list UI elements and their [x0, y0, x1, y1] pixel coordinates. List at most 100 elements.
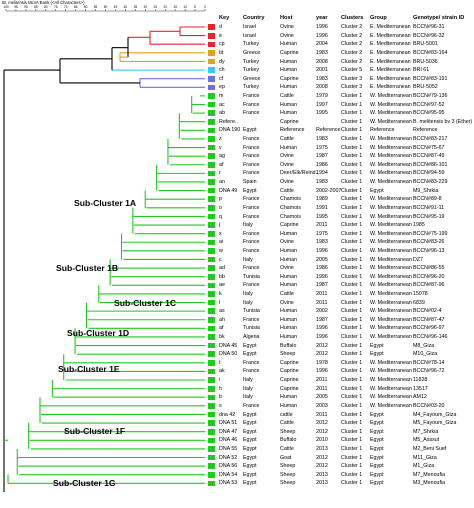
table-row: ab France Human 1995 Cluster 1 W. Mediterrane… — [0, 110, 474, 117]
table-row: d Israel Ovine 1996 Cluster 2 E. Mediterranea… — [0, 24, 474, 31]
row-key: x — [219, 230, 222, 237]
row-country: France — [243, 368, 260, 375]
row-country: Italy — [243, 256, 253, 263]
row-host: Cattle — [280, 136, 294, 143]
row-year: 2013 — [316, 445, 328, 452]
row-group: W. Mediterranean — [370, 256, 412, 263]
table-row: ep Turkey Human 2008 Cluster 3 E. Mediterrane… — [0, 84, 474, 91]
row-key: bt — [219, 49, 224, 56]
row-group: W. Mediterranean — [370, 118, 412, 125]
row-genotype: BCCN#86-101 — [413, 161, 448, 168]
row-cluster: Cluster 1 — [341, 170, 363, 177]
row-host: Sheep — [280, 351, 296, 358]
row-key: dy — [219, 58, 225, 65]
row-color-swatch — [208, 368, 215, 375]
table-row: cp Turkey Human 2004 Cluster 2 E. Mediterrane… — [0, 41, 474, 48]
row-host: Human — [280, 325, 298, 332]
row-year: 1996 — [316, 334, 328, 341]
scale-tick-label: 45 — [114, 5, 118, 9]
row-genotype: BCCN#87-47 — [413, 316, 445, 323]
row-host: Human — [280, 41, 298, 48]
row-color-swatch — [208, 222, 215, 228]
row-country: France — [243, 136, 260, 143]
row-group: Reference — [370, 127, 395, 134]
row-host: Sheep — [280, 463, 296, 470]
row-key: ae — [219, 282, 225, 289]
row-color-swatch — [208, 420, 215, 426]
row-group: W. Mediterranean — [370, 179, 412, 186]
row-year: 1975 — [316, 144, 328, 151]
row-host: Ovine — [280, 24, 294, 31]
row-color-swatch — [208, 110, 215, 116]
row-color-swatch — [208, 32, 215, 39]
table-row: DNA 47 Egypt Sheep 2012 Cluster 1 Egypt M7_Shr… — [0, 428, 474, 435]
row-color-swatch — [208, 334, 215, 340]
figure-title: IB, melitensis MLVA Bank (<All Character… — [2, 0, 85, 5]
row-color-swatch — [208, 428, 215, 435]
row-year: 2012 — [316, 351, 328, 358]
row-cluster: Cluster 2 — [341, 32, 363, 39]
table-row: bb Tunisia Human 1996 Cluster 1 W. Mediterran… — [0, 273, 474, 280]
table-row: t France Caprine 1978 Cluster 1 W. Mediterran… — [0, 359, 474, 366]
row-genotype: BRU-5001 — [413, 41, 438, 48]
scale-tick-label: 25 — [153, 5, 157, 9]
row-year: 1996 — [316, 24, 328, 31]
row-color-swatch — [208, 454, 215, 461]
row-genotype: 15078 — [413, 291, 428, 297]
row-year: 2011 — [316, 222, 328, 229]
row-country: France — [243, 213, 260, 220]
table-row: l Italy Ovine 2011 Cluster 1 W. Mediterranean… — [0, 299, 474, 306]
row-cluster: Cluster 1 — [341, 437, 363, 444]
row-country: Egypt — [243, 127, 257, 134]
header-key: Key — [219, 15, 230, 21]
table-row: e Israel Ovine 1996 Cluster 2 E. Mediterranea… — [0, 32, 474, 39]
row-color-swatch — [208, 360, 215, 366]
row-host: Cattle — [280, 445, 294, 452]
row-genotype: B. melitensis bv 3 (Ether) — [413, 118, 473, 125]
row-year: 2012 — [316, 428, 328, 435]
row-host: Human — [280, 67, 298, 74]
row-color-swatch — [208, 144, 215, 151]
subcluster-label-1f: Sub-Cluster 1F — [64, 426, 126, 436]
row-host: Sheep — [280, 471, 296, 478]
row-group: Egypt — [370, 463, 384, 470]
row-country: France — [243, 153, 260, 160]
row-genotype: BCCN#89-8 — [413, 196, 442, 203]
table-row: w France Human 1996 Cluster 1 W. Mediterranea… — [0, 247, 474, 254]
row-cluster: Cluster 1 — [341, 256, 363, 263]
row-country: France — [243, 196, 260, 203]
row-genotype: M7_Menoufia — [413, 471, 446, 478]
row-genotype: BRU-5036 — [413, 58, 438, 65]
row-host: Human — [280, 256, 298, 263]
row-host: Goat — [280, 454, 292, 461]
row-color-swatch — [208, 411, 215, 418]
row-group: W. Mediterranean — [370, 377, 412, 384]
row-group: W. Mediterranean — [370, 136, 412, 143]
row-host: Human — [280, 316, 298, 323]
row-year: 2002-2007 — [316, 187, 342, 194]
row-host: Caprine — [280, 75, 299, 82]
row-color-swatch — [208, 282, 215, 289]
row-genotype: BCCN#83-26 — [413, 239, 445, 246]
row-color-swatch — [208, 205, 215, 211]
row-host: Buffalo — [280, 437, 297, 444]
row-cluster: Cluster 1 — [341, 471, 363, 478]
row-country: Egypt — [243, 480, 257, 487]
row-host: Human — [280, 144, 298, 151]
header-clusters: Clusters — [341, 15, 364, 21]
row-year: 1996 — [316, 368, 328, 375]
row-color-swatch — [208, 58, 215, 65]
row-country: France — [243, 170, 260, 177]
table-row: x France Human 1975 Cluster 1 W. Mediterranea… — [0, 230, 474, 237]
row-cluster: Cluster 1 — [341, 247, 363, 254]
row-key: s — [219, 402, 222, 409]
row-color-swatch — [208, 472, 215, 478]
row-genotype: 6839 — [413, 299, 425, 306]
row-cluster: Cluster 1 — [341, 463, 363, 470]
table-row: DNA 51 Egypt Cattle 2012 Cluster 1 Egypt M5_Fa… — [0, 420, 474, 427]
row-country: France — [243, 230, 260, 237]
row-year: 1991 — [316, 204, 328, 211]
subcluster-label-1d: Sub-Cluster 1D — [67, 328, 130, 338]
subcluster-label-1c: Sub-Cluster 1C — [114, 298, 177, 308]
row-group: W. Mediterranean — [370, 153, 412, 160]
